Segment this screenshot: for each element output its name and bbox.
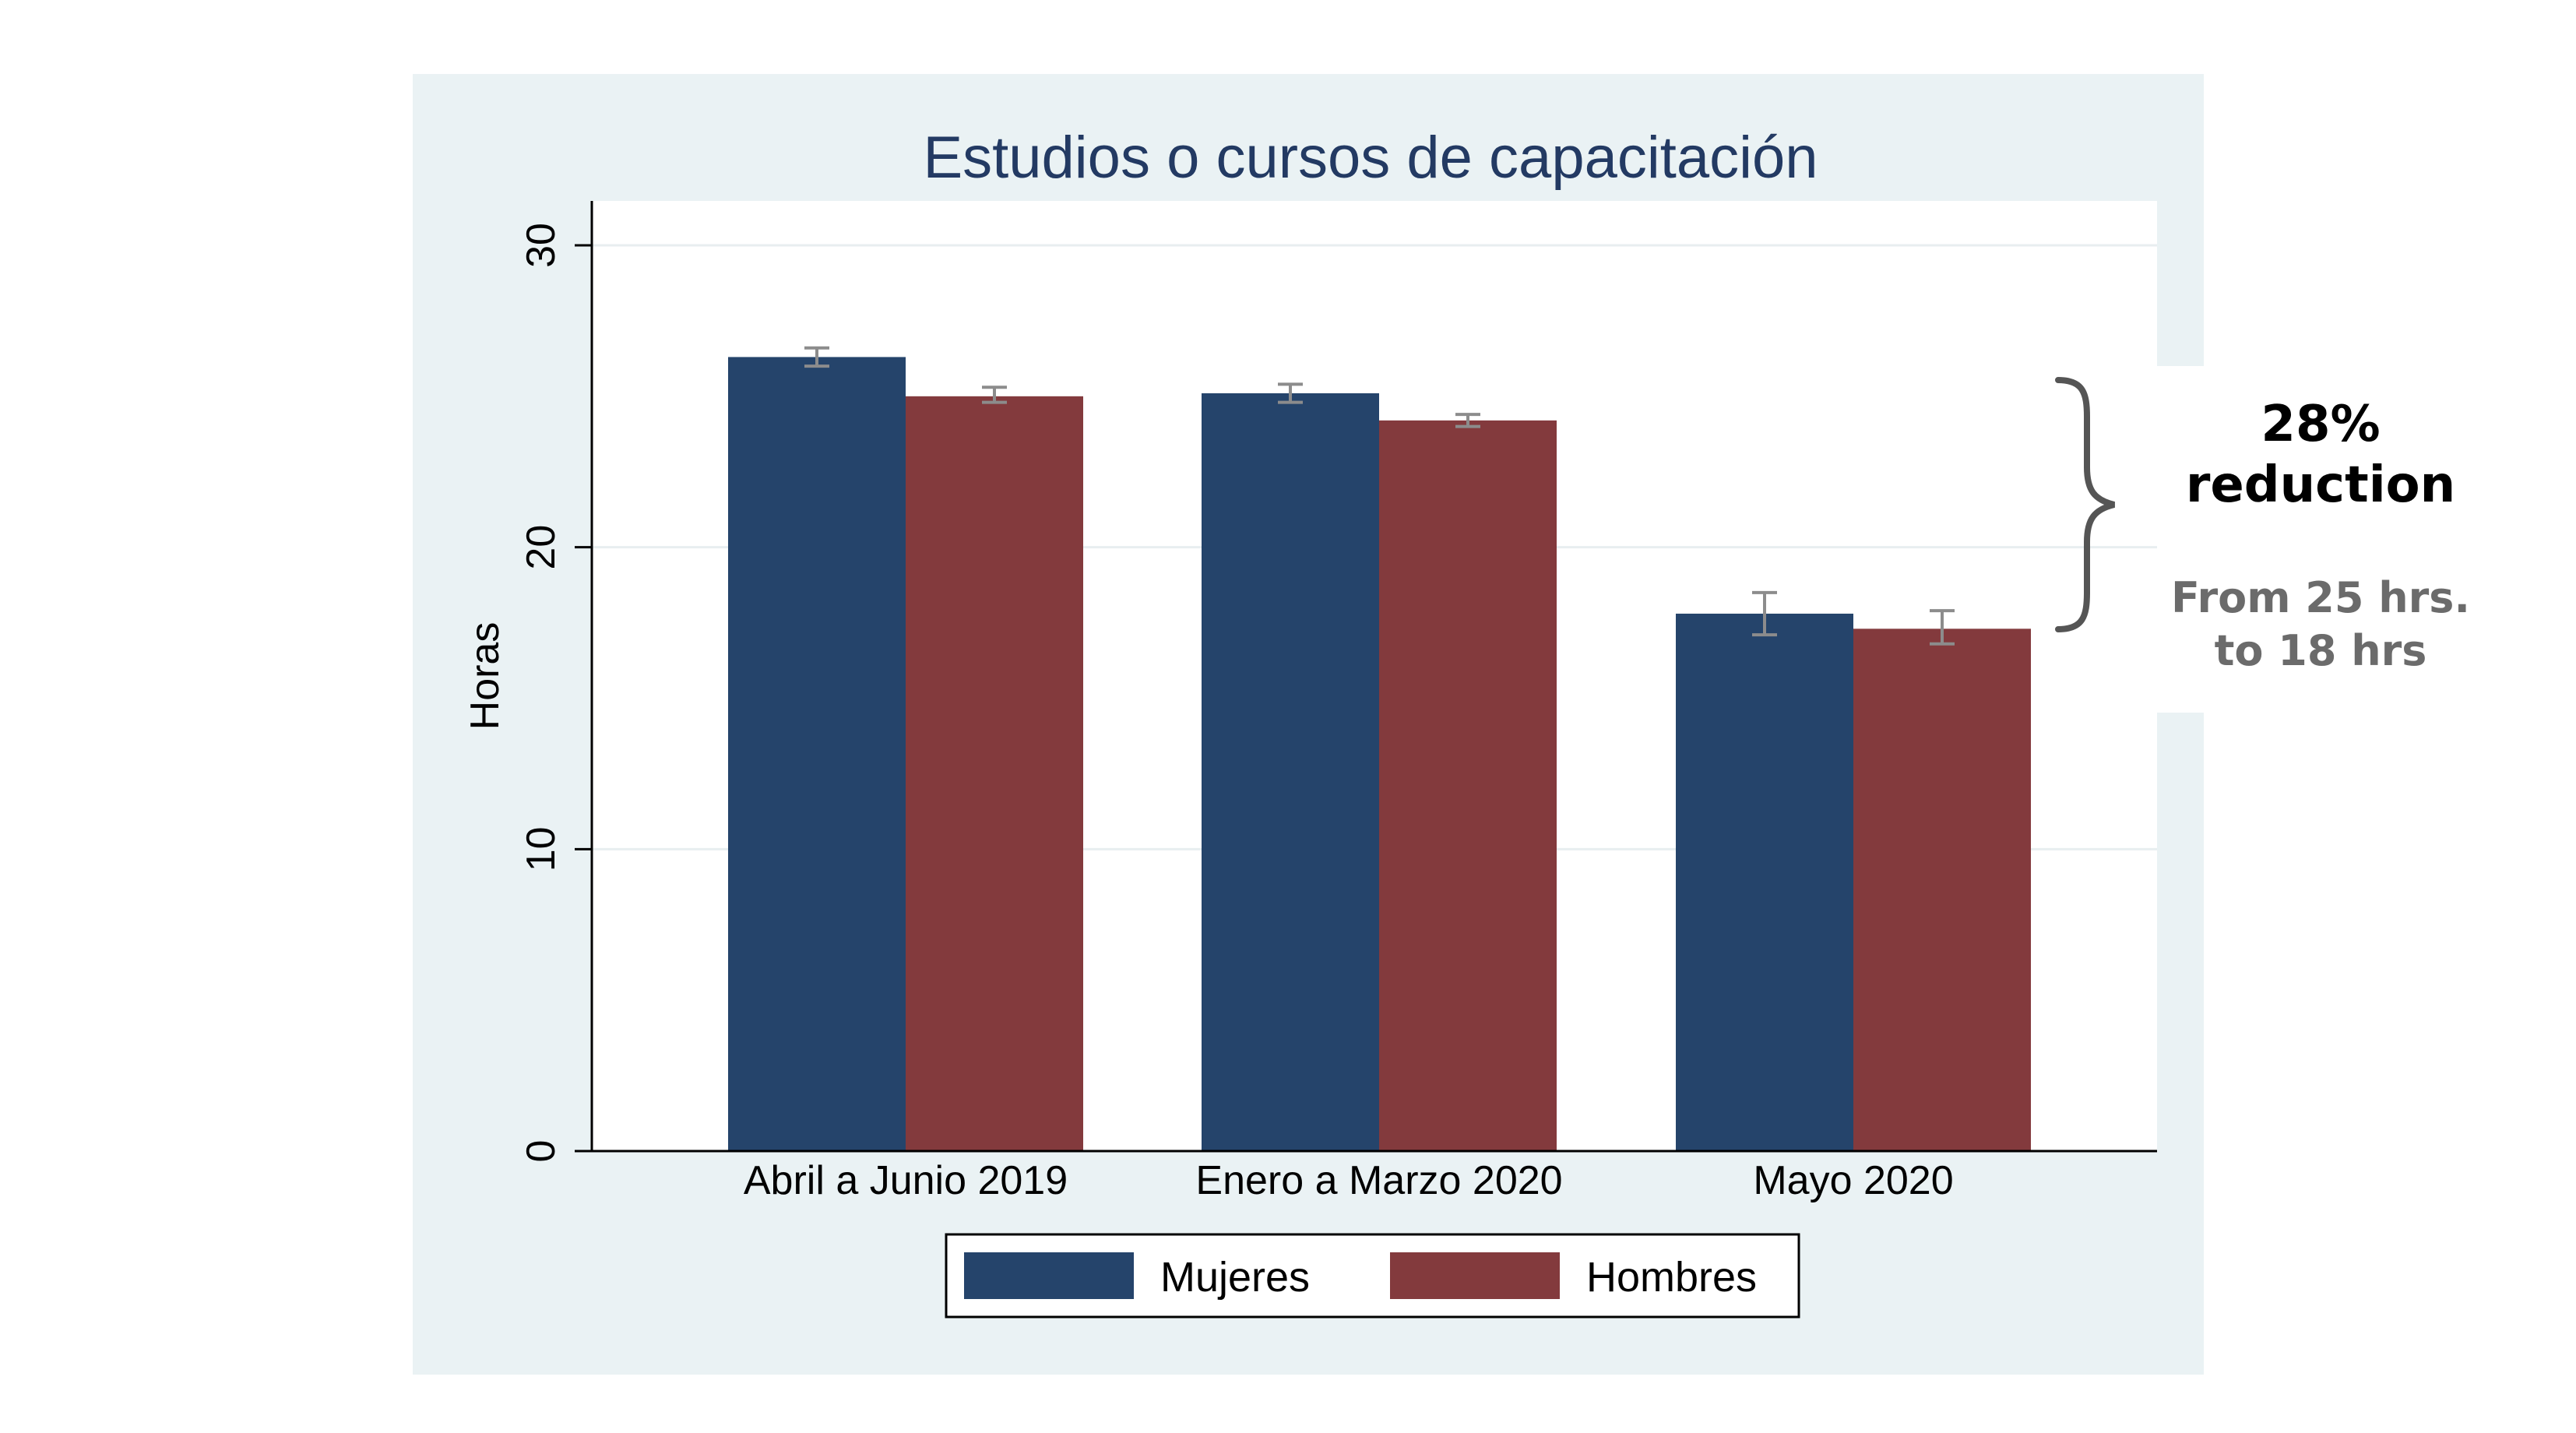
- x-tick-labels: Abril a Junio 2019 Enero a Marzo 2020 Mayo…: [744, 1158, 1954, 1203]
- brace-icon: [2055, 377, 2116, 632]
- y-axis-label: Horas: [463, 622, 508, 731]
- reduction-word: reduction: [2185, 456, 2456, 514]
- legend-label-mujeres: Mujeres: [1160, 1254, 1310, 1301]
- legend-swatch-mujeres: [964, 1252, 1134, 1299]
- y-ticks: 0 10 20 30: [519, 223, 592, 1162]
- reduction-annotation: 28% reduction From 25 hrs. to 18 hrs: [2157, 366, 2484, 713]
- legend: Mujeres Hombres: [945, 1233, 1800, 1319]
- y-tick-label: 0: [519, 1140, 564, 1163]
- reduction-detail-from: From 25 hrs.: [2171, 573, 2470, 622]
- bar-mujeres-3: [1676, 613, 1853, 1151]
- bar-hombres-1: [906, 396, 1083, 1151]
- bar-hombres-2: [1379, 420, 1557, 1151]
- y-tick-label: 20: [519, 525, 564, 570]
- bar-mujeres-2: [1202, 393, 1379, 1151]
- x-tick-label: Mayo 2020: [1753, 1158, 1953, 1203]
- error-bars: [804, 346, 1955, 646]
- bar-hombres-3: [1853, 628, 2031, 1151]
- reduction-detail: From 25 hrs. to 18 hrs: [2171, 572, 2470, 678]
- axes: [590, 201, 2157, 1153]
- x-tick-label: Abril a Junio 2019: [744, 1158, 1068, 1203]
- y-tick-label: 30: [519, 223, 564, 268]
- reduction-headline: 28% reduction: [2186, 394, 2455, 516]
- reduction-detail-to: to 18 hrs: [2214, 626, 2427, 675]
- reduction-percent: 28%: [2261, 396, 2381, 453]
- x-tick-label: Enero a Marzo 2020: [1195, 1158, 1562, 1203]
- bar-mujeres-1: [728, 357, 906, 1152]
- legend-swatch-hombres: [1390, 1252, 1560, 1299]
- legend-label-hombres: Hombres: [1586, 1254, 1757, 1301]
- bars: [728, 357, 2031, 1152]
- y-tick-label: 10: [519, 826, 564, 871]
- chart-title: Estudios o cursos de capacitación: [923, 125, 1818, 191]
